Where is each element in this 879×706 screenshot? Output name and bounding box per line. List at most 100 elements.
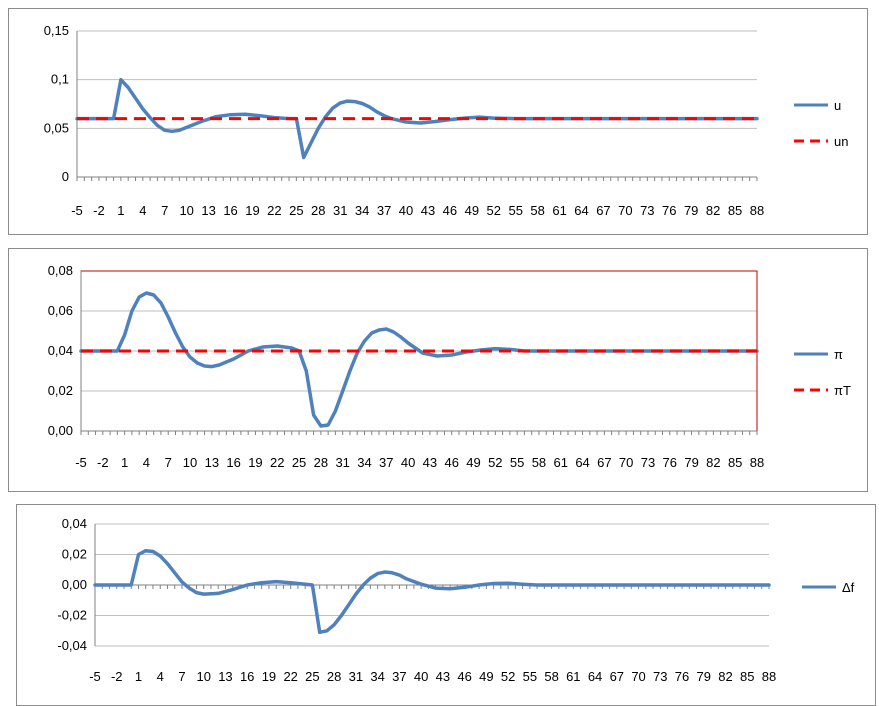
- x-tick-label: -5: [89, 669, 101, 684]
- x-tick-label: 88: [750, 455, 764, 470]
- x-tick-label: 61: [552, 203, 566, 218]
- x-tick-label: 28: [314, 455, 328, 470]
- x-tick-label: 79: [684, 455, 698, 470]
- x-tick-label: 88: [750, 203, 764, 218]
- x-tick-label: 43: [421, 203, 435, 218]
- x-tick-label: 73: [641, 455, 655, 470]
- chart-panel-u: 0 0,05 0,1 0,15 -5 -2 1 4 7 10 13 16 19 22 25 28 31 34 37 4…: [8, 8, 868, 235]
- x-tick-label: -5: [71, 203, 83, 218]
- x-tick-label: 82: [718, 669, 732, 684]
- chart-panel-pi: 0,00 0,02 0,04 0,06 0,08 -5 -2 1 4 7 10 13 16 19 22 25 2…: [8, 248, 868, 492]
- legend-label: un: [834, 134, 848, 149]
- legend-label: u: [834, 98, 841, 113]
- y-tick-label: 0,04: [62, 516, 87, 531]
- x-tick-label: 1: [121, 455, 128, 470]
- x-tick-label: 37: [392, 669, 406, 684]
- x-tick-label: 82: [706, 203, 720, 218]
- x-tick-label: 70: [618, 203, 632, 218]
- y-tick-label: 0,05: [44, 120, 69, 135]
- x-tick-label: 16: [226, 455, 240, 470]
- y-tick-label: 0,00: [62, 577, 87, 592]
- x-tick-label: -2: [97, 455, 109, 470]
- x-tick-label: 25: [292, 455, 306, 470]
- x-tick-label: 28: [311, 203, 325, 218]
- x-tick-label: 31: [333, 203, 347, 218]
- x-tick-label: 7: [161, 203, 168, 218]
- x-tick-label: 25: [305, 669, 319, 684]
- x-tick-label: 85: [740, 669, 754, 684]
- x-tick-label: 67: [597, 455, 611, 470]
- x-tick-label: 4: [143, 455, 150, 470]
- x-tick-label: 49: [466, 455, 480, 470]
- x-tick-label: 34: [357, 455, 371, 470]
- x-tick-label: 22: [283, 669, 297, 684]
- y-tick-label: 0,00: [48, 423, 73, 438]
- x-tick-label: 49: [479, 669, 493, 684]
- x-tick-label: 22: [267, 203, 281, 218]
- x-tick-label: 55: [523, 669, 537, 684]
- x-tick-label: 82: [706, 455, 720, 470]
- x-tick-label: 73: [653, 669, 667, 684]
- x-tick-label: 46: [457, 669, 471, 684]
- x-tick-label: 19: [248, 455, 262, 470]
- x-tick-label: 13: [218, 669, 232, 684]
- x-tick-label: 58: [544, 669, 558, 684]
- x-tick-label: 79: [684, 203, 698, 218]
- x-tick-label: 10: [183, 455, 197, 470]
- x-tick-label: 31: [349, 669, 363, 684]
- x-tick-label: 64: [574, 203, 588, 218]
- series-line-1: [79, 291, 759, 428]
- x-tick-label: 4: [157, 669, 164, 684]
- x-tick-label: 46: [443, 203, 457, 218]
- y-tick-label: 0,04: [48, 343, 73, 358]
- x-tick-label: 70: [631, 669, 645, 684]
- x-tick-label: 16: [240, 669, 254, 684]
- y-tick-label: -0,04: [57, 638, 87, 653]
- x-tick-label: 61: [566, 669, 580, 684]
- y-tick-label: -0,02: [57, 608, 87, 623]
- x-tick-label: 52: [488, 455, 502, 470]
- chart-u: 0 0,05 0,1 0,15 -5 -2 1 4 7 10 13 16 19 22 25 28 31 34 37 4…: [44, 23, 849, 218]
- x-tick-label: 52: [487, 203, 501, 218]
- x-tick-label: 22: [270, 455, 284, 470]
- x-tick-label: 43: [423, 455, 437, 470]
- x-tick-label: 34: [370, 669, 384, 684]
- y-tick-label: 0,02: [62, 547, 87, 562]
- chart-delta-f: -0,04 -0,02 0,00 0,02 0,04 -5 -2 1 4 7 10 13 16 19 22 2…: [57, 516, 855, 684]
- x-tick-label: 49: [465, 203, 479, 218]
- x-tick-label: 85: [728, 203, 742, 218]
- x-tick-label: 46: [444, 455, 458, 470]
- y-tick-label: 0,08: [48, 263, 73, 278]
- x-tick-label: 16: [223, 203, 237, 218]
- x-tick-label: 76: [675, 669, 689, 684]
- x-tick-label: 37: [379, 455, 393, 470]
- x-tick-label: 40: [399, 203, 413, 218]
- series-line-1: [93, 548, 771, 635]
- chart-panel-df: -0,04 -0,02 0,00 0,02 0,04 -5 -2 1 4 7 10 13 16 19 22 2…: [16, 504, 876, 706]
- y-tick-label: 0,15: [44, 23, 69, 38]
- x-tick-label: 88: [762, 669, 776, 684]
- y-tick-label: 0,1: [51, 72, 69, 87]
- x-tick-label: 19: [245, 203, 259, 218]
- x-tick-label: -2: [111, 669, 123, 684]
- x-tick-label: 58: [530, 203, 544, 218]
- x-tick-label: 67: [610, 669, 624, 684]
- series-line-1: [75, 77, 759, 160]
- y-tick-label: 0,02: [48, 383, 73, 398]
- chart-pi: 0,00 0,02 0,04 0,06 0,08 -5 -2 1 4 7 10 13 16 19 22 25 2…: [48, 263, 851, 470]
- x-tick-label: 76: [663, 455, 677, 470]
- x-tick-label: 28: [327, 669, 341, 684]
- x-tick-label: 34: [355, 203, 369, 218]
- x-tick-label: 1: [135, 669, 142, 684]
- x-tick-label: 61: [554, 455, 568, 470]
- x-tick-label: 31: [335, 455, 349, 470]
- x-tick-label: 64: [575, 455, 589, 470]
- legend-label: Δf: [842, 580, 855, 595]
- x-tick-label: 10: [196, 669, 210, 684]
- y-tick-label: 0: [62, 169, 69, 184]
- x-tick-label: -5: [75, 455, 87, 470]
- x-tick-label: 4: [139, 203, 146, 218]
- x-tick-label: 7: [165, 455, 172, 470]
- x-tick-label: 40: [414, 669, 428, 684]
- x-tick-label: 43: [436, 669, 450, 684]
